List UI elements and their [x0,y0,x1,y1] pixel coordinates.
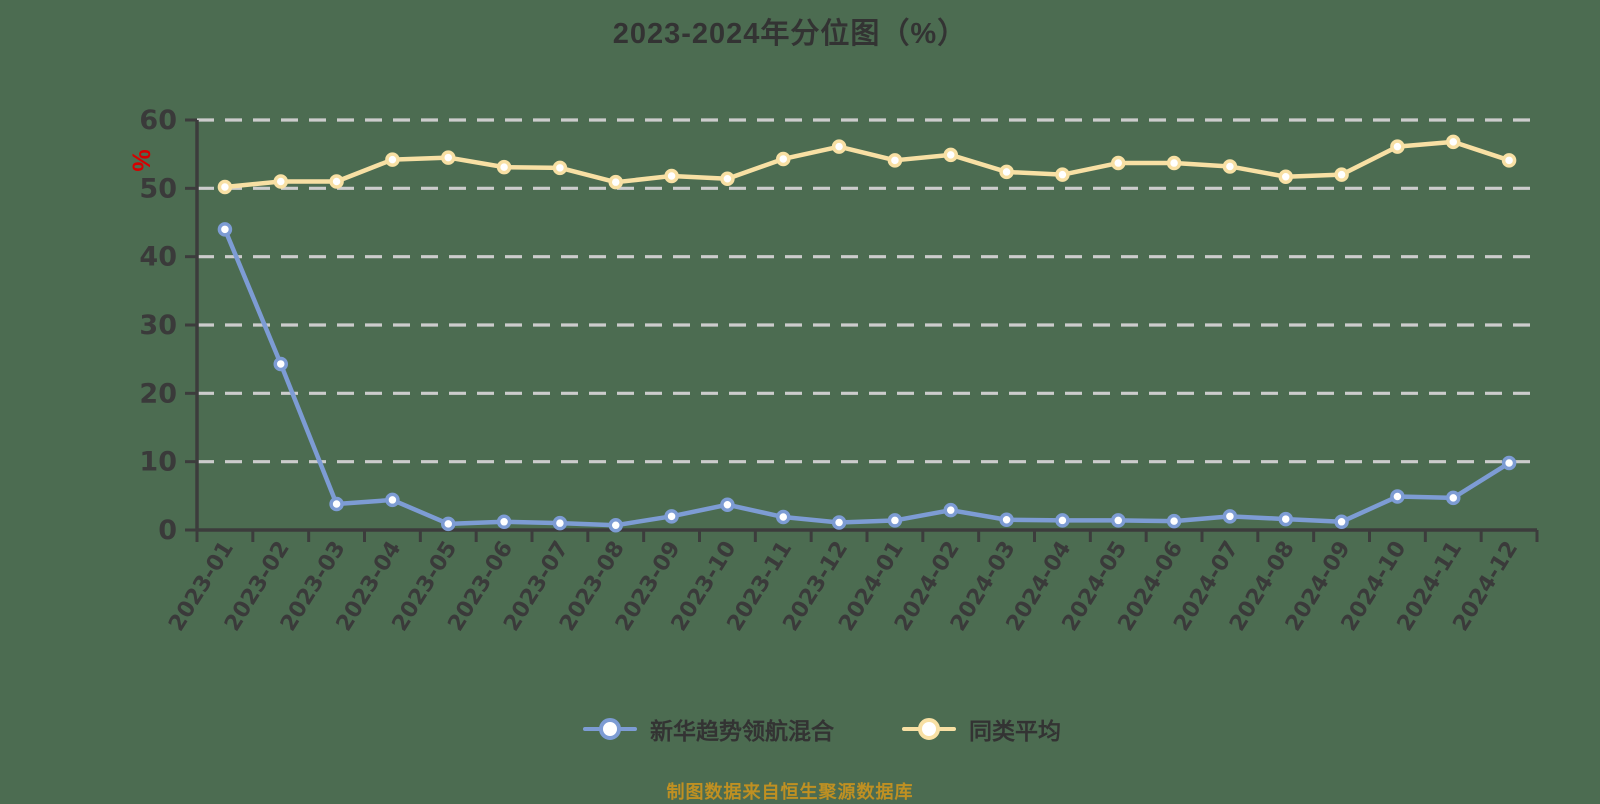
data-point [887,513,903,528]
svg-text:0: 0 [158,515,177,546]
data-point [999,512,1014,527]
series-line-fund [217,222,1517,533]
line-chart: 0 10 20 30 40 50 60 2023-012023-022023-032023-0… [139,105,1539,636]
data-point [1166,155,1182,171]
data-point [385,152,400,167]
data-point [329,496,344,512]
data-point [1446,490,1461,506]
svg-text:50: 50 [139,173,177,204]
legend-line-marker-icon [583,718,637,740]
data-point [273,174,288,189]
data-point [943,147,958,163]
chart-title: 2023-2024年分位图（%） [612,18,968,50]
data-point [608,517,623,533]
data-point [1278,169,1293,184]
legend-item-fund: 新华趋势领航混合 [583,712,834,746]
data-point [1501,153,1517,168]
x-ticks [195,530,1539,542]
data-point [943,502,958,518]
svg-text:10: 10 [139,447,177,478]
chart-legend: 新华趋势领航混合 同类平均 [22,712,1600,746]
data-point [1222,509,1238,524]
data-point [1446,134,1461,150]
data-point [664,509,679,524]
data-point [664,168,679,184]
legend-label-average: 同类平均 [969,718,1061,744]
legend-line-marker-icon [902,718,956,740]
data-point [887,153,903,168]
data-point [1390,489,1405,504]
data-source-note: 制图数据来自恒生聚源数据库 [666,782,914,802]
data-point [385,492,400,508]
data-point [1166,513,1182,529]
legend-item-average: 同类平均 [902,712,1061,746]
data-point [496,159,512,175]
data-point [1390,139,1405,154]
data-point [608,174,623,190]
data-point [831,515,847,530]
data-point [1334,514,1349,530]
svg-text:20: 20 [139,378,177,409]
legend-label-fund: 新华趋势领航混合 [650,718,834,744]
series-line-average [217,134,1517,195]
svg-text:60: 60 [139,105,177,136]
data-point [831,139,847,154]
data-point [1278,511,1293,527]
data-point [1055,513,1070,528]
data-point [1334,167,1349,182]
data-point [1111,155,1126,171]
data-point [217,179,233,195]
legend-dot-icon [918,718,940,740]
data-point [1111,513,1126,528]
data-point [552,515,568,531]
data-point [552,160,568,176]
data-point [1055,167,1070,182]
x-tick-labels: 2023-012023-022023-032023-042023-052023-… [164,537,1523,636]
data-point [999,164,1014,180]
chart-canvas: 0 10 20 30 40 50 60 2023-01 2023-02 2023-03 2023-0… [139,105,1539,636]
data-point [441,150,456,165]
y-tick-labels: 0 10 20 30 40 50 60 [139,105,197,546]
data-point [776,151,791,167]
data-point [1501,455,1517,471]
svg-text:40: 40 [139,242,177,273]
svg-text:30: 30 [139,310,177,341]
data-point [441,516,456,532]
data-point [776,509,791,525]
data-point [720,171,735,187]
data-point [496,514,512,530]
data-point [217,222,233,237]
legend-dot-icon [599,718,621,740]
data-point [1222,159,1238,174]
data-point [720,497,735,512]
data-point [273,356,288,372]
data-point [329,174,344,189]
